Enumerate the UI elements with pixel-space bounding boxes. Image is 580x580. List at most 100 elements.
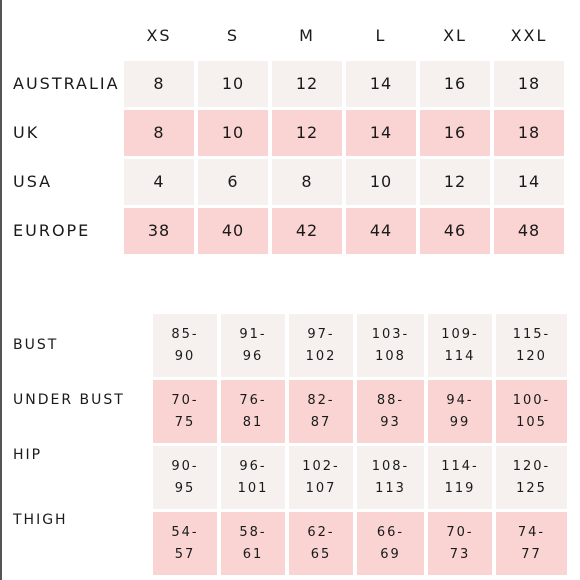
size-cell: 14 — [346, 61, 416, 107]
measure-range-end: 125 — [516, 480, 547, 496]
measure-cell: 85- 90 — [153, 314, 217, 377]
measure-range-start: 103- — [371, 326, 410, 342]
measure-range-end: 108 — [375, 348, 406, 364]
measure-cell: 114- 119 — [428, 446, 492, 509]
measure-cell: 94- 99 — [428, 380, 492, 443]
measure-range-end: 73 — [449, 546, 471, 562]
row-label-usa: USA — [13, 172, 53, 191]
measure-range-end: 77 — [521, 546, 542, 562]
measure-range-end: 95 — [174, 480, 196, 496]
measure-range-end: 96 — [242, 348, 264, 364]
measure-range-end: 61 — [242, 546, 264, 562]
measure-cell: 82- 87 — [289, 380, 353, 443]
size-header-s: S — [226, 26, 240, 45]
measure-cell: 70- 73 — [428, 512, 492, 575]
measure-range-end: 102 — [305, 348, 337, 364]
measure-cell: 90- 95 — [153, 446, 217, 509]
size-cell: 48 — [494, 208, 564, 254]
size-cell: 10 — [346, 159, 416, 205]
measure-cell: 66- 69 — [357, 512, 424, 575]
size-cell: 8 — [124, 110, 194, 156]
measure-cell: 76- 81 — [221, 380, 285, 443]
measure-range-start: 62- — [307, 524, 335, 540]
measure-range-start: 91- — [239, 326, 267, 342]
measure-cell: 109- 114 — [428, 314, 492, 377]
measure-label-hip: HIP — [13, 447, 43, 463]
size-cell: 12 — [272, 61, 342, 107]
size-cell: 10 — [198, 110, 268, 156]
measure-cell: 115- 120 — [496, 314, 567, 377]
measure-range-start: 58- — [239, 524, 267, 540]
measure-cell: 70- 75 — [153, 380, 217, 443]
measure-range-end: 107 — [305, 480, 337, 496]
measure-cell: 102- 107 — [289, 446, 353, 509]
measure-range-start: 102- — [302, 458, 340, 474]
measure-cell: 58- 61 — [221, 512, 285, 575]
measure-range-end: 114 — [444, 348, 476, 364]
measure-range-start: 108- — [371, 458, 410, 474]
row-label-uk: UK — [13, 123, 40, 142]
measure-range-start: 114- — [441, 458, 479, 474]
measure-range-start: 88- — [376, 392, 405, 408]
measure-range-start: 54- — [171, 524, 199, 540]
size-header-l: L — [375, 26, 387, 45]
measure-range-end: 113 — [375, 480, 406, 496]
measure-cell: 96- 101 — [221, 446, 285, 509]
size-cell: 6 — [198, 159, 268, 205]
size-cell: 10 — [198, 61, 268, 107]
measure-label-under-bust: UNDER BUST — [13, 392, 125, 408]
size-header-xl: XL — [443, 26, 467, 45]
size-cell: 38 — [124, 208, 194, 254]
measure-cell: 74- 77 — [496, 512, 567, 575]
measure-range-start: 100- — [512, 392, 551, 408]
size-header-m: M — [299, 26, 315, 45]
measure-range-start: 94- — [446, 392, 474, 408]
measure-range-start: 109- — [441, 326, 479, 342]
measure-range-end: 105 — [516, 414, 547, 430]
size-cell: 12 — [420, 159, 490, 205]
size-header-xxl: XXL — [510, 26, 548, 45]
measure-range-start: 70- — [171, 392, 199, 408]
size-cell: 14 — [346, 110, 416, 156]
measure-range-end: 120 — [516, 348, 547, 364]
measure-range-end: 99 — [449, 414, 471, 430]
size-cell: 44 — [346, 208, 416, 254]
size-header-xs: XS — [146, 26, 172, 45]
measure-range-end: 75 — [174, 414, 196, 430]
measure-range-end: 119 — [444, 480, 476, 496]
size-cell: 16 — [420, 61, 490, 107]
size-cell: 18 — [494, 110, 564, 156]
size-cell: 8 — [272, 159, 342, 205]
measure-cell: 54- 57 — [153, 512, 217, 575]
measure-cell: 97- 102 — [289, 314, 353, 377]
measure-range-start: 76- — [239, 392, 267, 408]
measure-cell: 62- 65 — [289, 512, 353, 575]
measure-range-start: 82- — [307, 392, 335, 408]
size-cell: 42 — [272, 208, 342, 254]
size-cell: 46 — [420, 208, 490, 254]
measure-range-end: 69 — [380, 546, 401, 562]
measure-range-start: 85- — [171, 326, 199, 342]
measure-range-start: 74- — [517, 524, 546, 540]
size-cell: 12 — [272, 110, 342, 156]
size-cell: 4 — [124, 159, 194, 205]
measure-cell: 100- 105 — [496, 380, 567, 443]
measure-range-end: 93 — [380, 414, 401, 430]
measure-range-start: 120- — [512, 458, 551, 474]
measure-cell: 103- 108 — [357, 314, 424, 377]
measure-range-end: 65 — [310, 546, 332, 562]
measure-range-end: 81 — [242, 414, 264, 430]
size-cell: 16 — [420, 110, 490, 156]
measure-range-start: 97- — [307, 326, 335, 342]
left-border-line — [0, 0, 2, 580]
measure-range-start: 115- — [512, 326, 551, 342]
row-label-australia: AUSTRALIA — [13, 74, 120, 93]
measure-range-end: 57 — [174, 546, 196, 562]
size-cell: 14 — [494, 159, 564, 205]
size-cell: 8 — [124, 61, 194, 107]
measure-range-start: 66- — [376, 524, 405, 540]
measure-range-start: 96- — [239, 458, 267, 474]
size-cell: 18 — [494, 61, 564, 107]
measure-range-start: 70- — [446, 524, 474, 540]
